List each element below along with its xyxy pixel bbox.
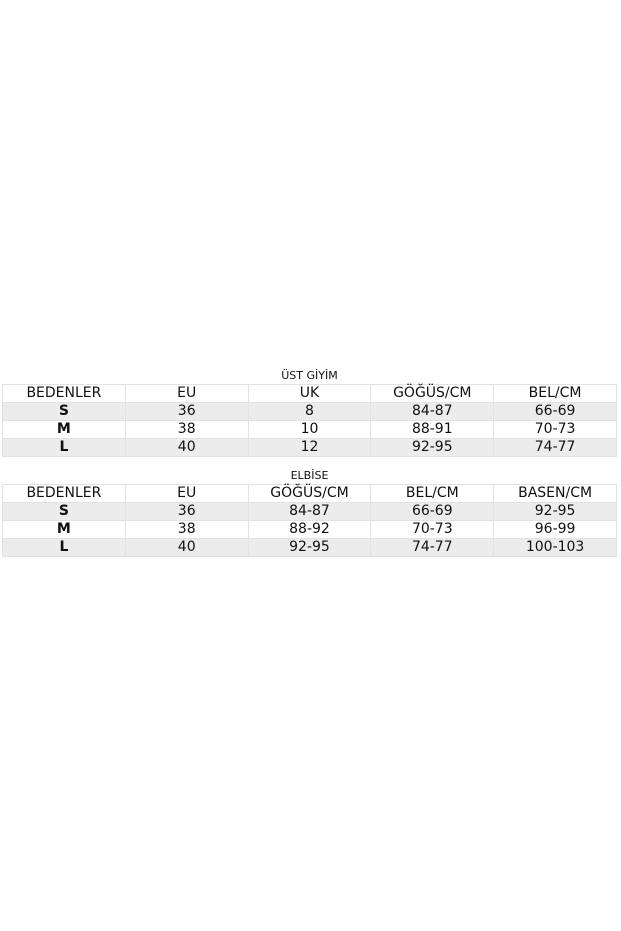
size-cell: L — [2, 538, 126, 557]
table-cell: 92-95 — [247, 538, 372, 557]
table-cell: 84-87 — [370, 402, 495, 421]
table-title: ELBİSE — [290, 469, 329, 482]
table-cell: 12 — [247, 438, 372, 457]
table-title: ÜST GİYİM — [281, 369, 338, 382]
table-cell: 38 — [124, 420, 249, 439]
table-cell: 92-95 — [493, 502, 617, 521]
dress-size-table: ELBİSE BEDENLER EU GÖĞÜS/CM BEL/CM BASEN/CM S 3… — [2, 469, 617, 557]
table-row: L 40 12 92-95 74-77 — [2, 438, 617, 457]
table-cell: 40 — [124, 538, 249, 557]
table-cell: 70-73 — [370, 520, 495, 539]
table-cell: 88-91 — [370, 420, 495, 439]
column-header: GÖĞÜS/CM — [247, 484, 372, 503]
table-cell: 74-77 — [493, 438, 617, 457]
table-cell: 8 — [247, 402, 372, 421]
table-row: S 36 8 84-87 66-69 — [2, 402, 617, 421]
column-header: UK — [247, 384, 372, 403]
size-cell: S — [2, 502, 126, 521]
size-cell: L — [2, 438, 126, 457]
column-header: BEL/CM — [493, 384, 617, 403]
column-header: EU — [124, 384, 249, 403]
size-table: BEDENLER EU UK GÖĞÜS/CM BEL/CM S 36 8 84-87 66-69… — [2, 384, 617, 457]
table-row: M 38 10 88-91 70-73 — [2, 420, 617, 439]
table-cell: 38 — [124, 520, 249, 539]
column-header: GÖĞÜS/CM — [370, 384, 495, 403]
table-cell: 40 — [124, 438, 249, 457]
header-row: BEDENLER EU UK GÖĞÜS/CM BEL/CM — [2, 384, 617, 403]
top-wear-size-table: ÜST GİYİM BEDENLER EU UK GÖĞÜS/CM BEL/CM S 36 8 8… — [2, 369, 617, 457]
column-header: BEL/CM — [370, 484, 495, 503]
column-header: BASEN/CM — [493, 484, 617, 503]
table-cell: 92-95 — [370, 438, 495, 457]
table-cell: 74-77 — [370, 538, 495, 557]
column-header: BEDENLER — [2, 384, 126, 403]
column-header: BEDENLER — [2, 484, 126, 503]
size-cell: M — [2, 520, 126, 539]
table-row: L 40 92-95 74-77 100-103 — [2, 538, 617, 557]
table-cell: 70-73 — [493, 420, 617, 439]
table-cell: 84-87 — [247, 502, 372, 521]
size-cell: S — [2, 402, 126, 421]
table-row: M 38 88-92 70-73 96-99 — [2, 520, 617, 539]
table-cell: 96-99 — [493, 520, 617, 539]
table-cell: 100-103 — [493, 538, 617, 557]
table-cell: 36 — [124, 502, 249, 521]
table-row: S 36 84-87 66-69 92-95 — [2, 502, 617, 521]
size-cell: M — [2, 420, 126, 439]
column-header: EU — [124, 484, 249, 503]
header-row: BEDENLER EU GÖĞÜS/CM BEL/CM BASEN/CM — [2, 484, 617, 503]
table-cell: 66-69 — [493, 402, 617, 421]
size-table: BEDENLER EU GÖĞÜS/CM BEL/CM BASEN/CM S 36 84-87… — [2, 484, 617, 557]
table-cell: 10 — [247, 420, 372, 439]
table-cell: 36 — [124, 402, 249, 421]
table-cell: 66-69 — [370, 502, 495, 521]
table-cell: 88-92 — [247, 520, 372, 539]
